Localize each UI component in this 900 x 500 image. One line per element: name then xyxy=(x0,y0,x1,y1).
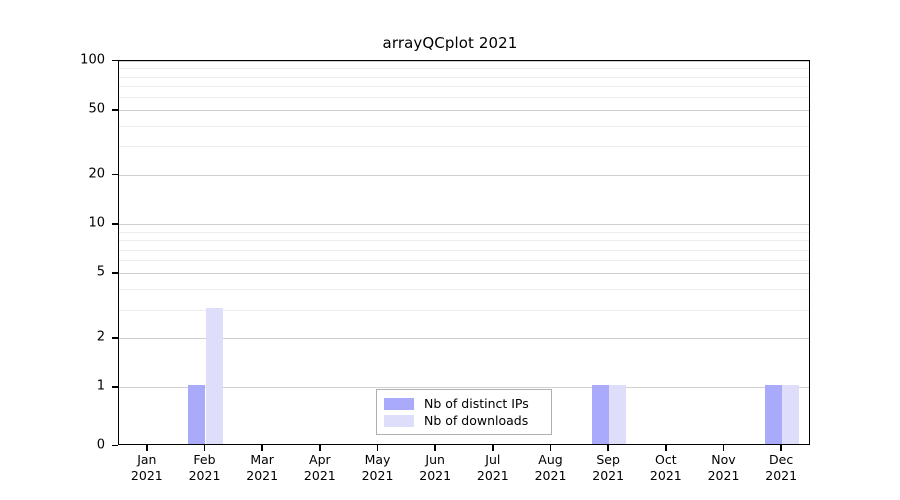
gridline-major xyxy=(119,175,809,177)
y-tick-label: 0 xyxy=(96,437,105,453)
plot-area xyxy=(118,60,810,445)
gridline-major xyxy=(119,338,809,340)
x-tick-label: Jul 2021 xyxy=(476,452,509,483)
x-tick-label: Apr 2021 xyxy=(303,452,336,483)
bar xyxy=(188,385,206,444)
x-tick-label: Nov 2021 xyxy=(707,452,740,483)
bar xyxy=(764,385,783,444)
x-tick-mark xyxy=(146,445,148,451)
x-tick-label: Aug 2021 xyxy=(534,452,567,483)
y-tick-label: 5 xyxy=(96,264,105,280)
x-tick-mark xyxy=(203,445,206,451)
x-tick-label: May 2021 xyxy=(361,452,394,483)
gridline-minor xyxy=(119,260,809,262)
bar xyxy=(591,385,610,444)
bar xyxy=(609,385,627,444)
x-tick-label: Jan 2021 xyxy=(130,452,163,483)
gridline-major xyxy=(119,387,809,389)
gridline-minor xyxy=(119,86,809,88)
gridline-major xyxy=(119,61,809,62)
gridline-minor xyxy=(119,97,809,99)
y-tick-mark xyxy=(112,272,118,274)
x-tick-label: Feb 2021 xyxy=(188,452,221,483)
x-tick-mark xyxy=(722,445,725,451)
bar xyxy=(782,385,800,444)
gridline-major xyxy=(119,110,809,112)
x-tick-label: Oct 2021 xyxy=(649,452,682,483)
y-tick-mark xyxy=(112,445,118,447)
x-tick-mark xyxy=(492,445,494,451)
x-tick-label: Mar 2021 xyxy=(246,452,279,483)
legend-label: Nb of downloads xyxy=(424,413,529,428)
gridline-minor xyxy=(119,146,809,148)
y-tick-label: 1 xyxy=(96,378,105,394)
legend-item: Nb of distinct IPs xyxy=(384,395,544,412)
y-tick-label: 50 xyxy=(88,101,105,117)
gridlines-layer xyxy=(119,61,809,444)
y-tick-label: 100 xyxy=(80,52,105,68)
y-tick-label: 2 xyxy=(96,329,105,345)
gridline-minor xyxy=(119,76,809,78)
y-tick-mark xyxy=(112,386,118,388)
y-tick-mark xyxy=(112,337,118,339)
x-tick-label: Dec 2021 xyxy=(765,452,798,483)
x-tick-mark xyxy=(549,445,552,451)
chart-legend: Nb of distinct IPs Nb of downloads xyxy=(376,389,552,435)
legend-item: Nb of downloads xyxy=(384,412,544,429)
y-tick-label: 20 xyxy=(88,166,105,182)
y-tick-mark xyxy=(112,109,118,111)
x-tick-mark xyxy=(376,445,379,451)
x-tick-mark xyxy=(319,445,321,451)
gridline-minor xyxy=(119,309,809,311)
y-tick-mark xyxy=(112,223,118,225)
legend-swatch-icon xyxy=(384,397,414,410)
x-tick-label: Jun 2021 xyxy=(419,452,452,483)
legend-swatch-icon xyxy=(384,414,414,427)
gridline-minor xyxy=(119,125,809,127)
y-tick-label: 10 xyxy=(88,215,105,231)
x-tick-mark xyxy=(607,445,609,451)
gridline-minor xyxy=(119,240,809,242)
x-tick-mark xyxy=(261,445,263,451)
legend-label: Nb of distinct IPs xyxy=(424,396,529,411)
x-tick-label: Sep 2021 xyxy=(592,452,625,483)
gridline-major xyxy=(119,273,809,275)
gridline-minor xyxy=(119,68,809,70)
gridline-minor xyxy=(119,289,809,291)
x-tick-mark xyxy=(665,445,667,451)
bar xyxy=(205,307,223,444)
gridline-minor xyxy=(119,231,809,233)
chart-title: arrayQCplot 2021 xyxy=(382,34,518,52)
gridline-minor xyxy=(119,249,809,251)
y-tick-mark xyxy=(112,174,118,176)
gridline-major xyxy=(119,224,809,226)
x-tick-mark xyxy=(434,445,436,451)
y-tick-mark xyxy=(112,60,118,62)
x-tick-mark xyxy=(780,445,782,451)
bars-layer xyxy=(119,61,809,444)
